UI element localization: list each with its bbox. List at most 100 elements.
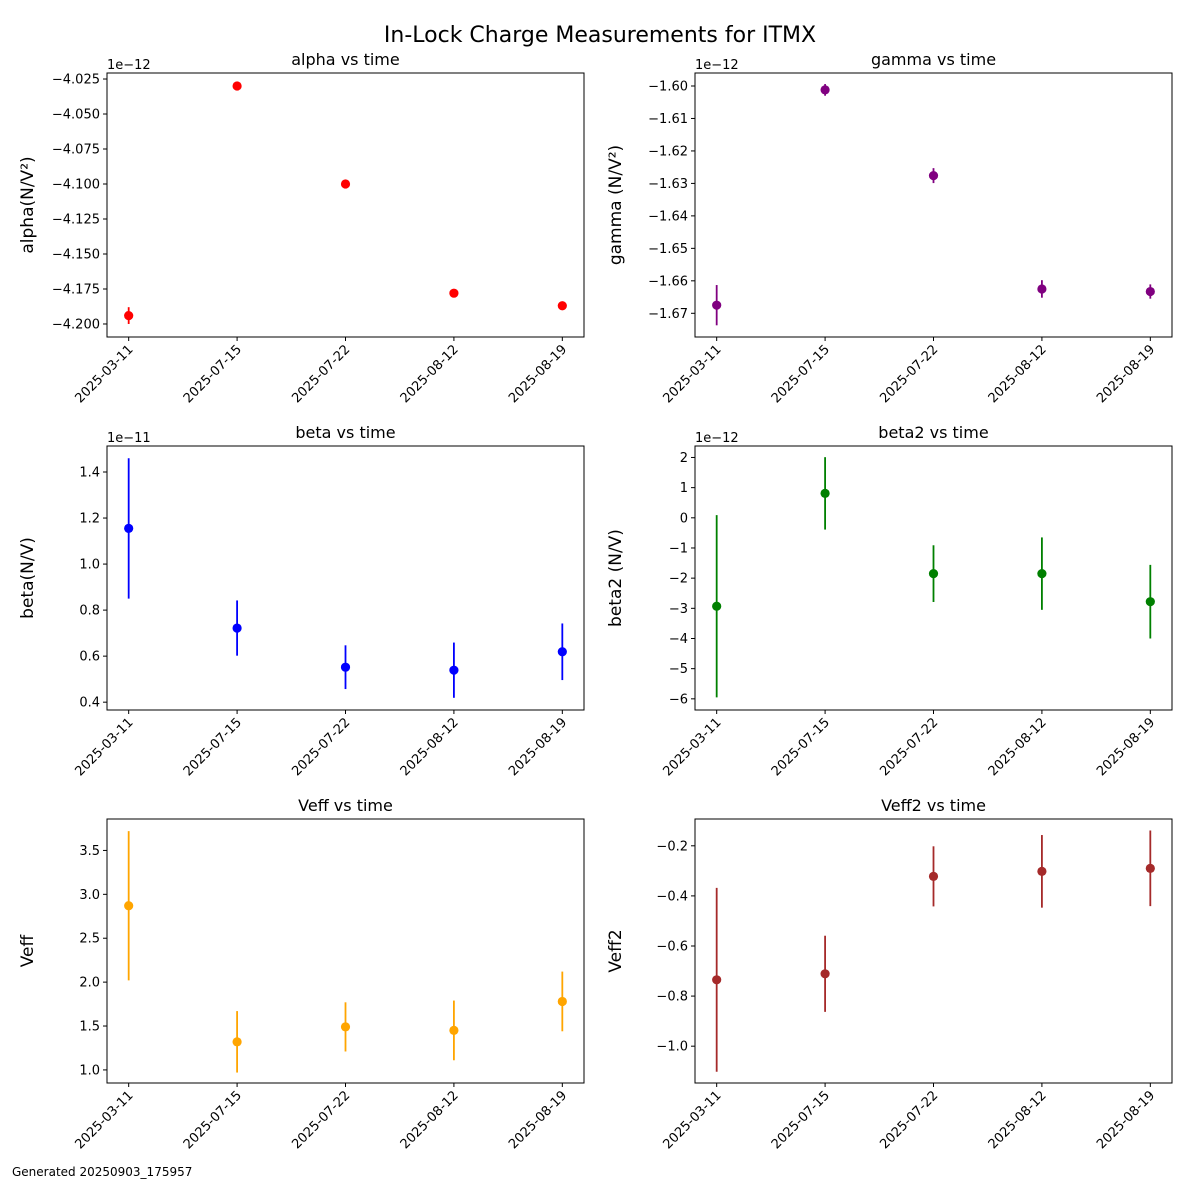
y-tick-label: 1.0 — [79, 558, 100, 573]
data-point — [340, 662, 351, 672]
y-tick-label: −1.60 — [648, 79, 688, 94]
x-tick-label: 2025-08-12 — [398, 1088, 462, 1152]
data-point — [1145, 286, 1155, 297]
x-tick-label: 2025-08-19 — [506, 342, 570, 406]
data-point — [449, 1025, 459, 1036]
y-tick-label: −4 — [669, 632, 688, 647]
x-tick-label: 2025-07-15 — [181, 342, 245, 406]
y-tick-label: 1.4 — [79, 466, 100, 481]
x-tick-label: 2025-03-11 — [660, 342, 724, 406]
panel-beta2: beta2 vs time 1e−12 beta2 (N/V) −6 −5 −4 −3 −2 −… — [606, 423, 1173, 779]
panel-title: alpha vs time — [291, 50, 399, 69]
data-point — [820, 85, 830, 95]
x-tick-label: 2025-07-22 — [289, 342, 353, 406]
x-tick-label: 2025-08-19 — [1094, 715, 1158, 779]
plot-area-frame — [106, 72, 585, 338]
data-point — [232, 623, 242, 633]
x-tick-label: 2025-08-12 — [398, 715, 462, 779]
y-tick-label: −1.65 — [648, 242, 688, 257]
data-point — [712, 601, 722, 611]
x-tick-label: 2025-07-15 — [769, 1088, 833, 1152]
y-tick-label: 3.5 — [79, 844, 100, 859]
data-point — [712, 975, 722, 985]
data-point — [928, 171, 939, 181]
y-axis-label: beta2 (N/V) — [606, 529, 626, 627]
axis-offset-label: 1e−11 — [107, 431, 151, 446]
axis-offset-label: 1e−12 — [695, 58, 739, 73]
data-point — [1037, 569, 1047, 579]
x-tick-label: 2025-03-11 — [72, 715, 136, 779]
panel-beta: beta vs time 1e−11 beta(N/V) 0.4 0.6 0.8 1.0 1.… — [18, 423, 585, 779]
plot-area-frame — [106, 818, 585, 1084]
data-point — [712, 300, 722, 310]
panel-title: Veff2 vs time — [881, 796, 986, 815]
y-tick-label: −1.63 — [648, 177, 688, 192]
panel-title: Veff vs time — [298, 796, 393, 815]
y-tick-label: −4.100 — [52, 178, 100, 193]
axis-offset-label: 1e−12 — [107, 58, 151, 73]
panel-veff: Veff vs time Veff 1.0 1.5 2.0 2.5 3.0 3.5 2025-0… — [18, 796, 585, 1152]
x-tick-label: 2025-03-11 — [660, 715, 724, 779]
x-tick-label: 2025-07-15 — [769, 715, 833, 779]
y-tick-label: −4.175 — [52, 282, 100, 297]
x-tick-label: 2025-08-12 — [986, 715, 1050, 779]
y-tick-label: 0.6 — [79, 650, 100, 665]
y-tick-label: 0 — [680, 511, 688, 526]
data-point — [449, 288, 459, 298]
y-tick-label: −4.025 — [52, 73, 100, 88]
y-tick-label: −3 — [669, 602, 688, 617]
y-tick-label: −4.200 — [52, 317, 100, 332]
x-tick-label: 2025-03-11 — [72, 342, 136, 406]
data-point — [449, 665, 459, 675]
data-point — [124, 310, 134, 321]
y-axis-label: Veff2 — [606, 929, 626, 972]
x-tick-label: 2025-07-22 — [289, 715, 353, 779]
data-point — [820, 488, 830, 498]
x-tick-label: 2025-08-19 — [1094, 342, 1158, 406]
x-tick-label: 2025-07-22 — [877, 715, 941, 779]
y-tick-label: 2.5 — [79, 932, 100, 947]
y-tick-label: −4.050 — [52, 108, 100, 123]
plot-area-frame — [694, 72, 1173, 338]
data-point — [232, 1037, 242, 1047]
panel-title: beta2 vs time — [878, 423, 988, 442]
axis-offset-label: 1e−12 — [695, 431, 739, 446]
y-tick-label: −2 — [669, 572, 688, 587]
y-tick-label: −1 — [669, 541, 688, 556]
x-tick-label: 2025-08-12 — [398, 342, 462, 406]
data-point — [340, 179, 351, 189]
data-point — [557, 301, 567, 311]
y-tick-label: −0.4 — [656, 889, 688, 904]
data-point — [557, 996, 567, 1007]
x-tick-label: 2025-08-12 — [986, 1088, 1050, 1152]
panels: alpha vs time 1e−12 alpha(N/V²) −4.200 −4.17… — [18, 50, 1173, 1152]
y-tick-label: 1.5 — [79, 1020, 100, 1035]
plot-area-frame — [694, 445, 1173, 711]
data-point — [557, 647, 567, 657]
data-point — [124, 901, 134, 911]
y-tick-label: −1.62 — [648, 144, 688, 159]
y-tick-label: −0.2 — [656, 839, 688, 854]
x-tick-label: 2025-07-15 — [181, 715, 245, 779]
y-tick-label: 1.2 — [79, 512, 100, 527]
x-tick-label: 2025-03-11 — [660, 1088, 724, 1152]
data-point — [232, 81, 242, 91]
y-tick-label: −1.61 — [648, 112, 688, 127]
x-tick-label: 2025-08-19 — [1094, 1088, 1158, 1152]
y-tick-label: −6 — [669, 692, 688, 707]
y-tick-label: 2.0 — [79, 976, 100, 991]
y-tick-label: −0.6 — [656, 939, 688, 954]
data-point — [1037, 866, 1047, 876]
y-tick-label: −0.8 — [656, 990, 688, 1005]
y-tick-label: −1.64 — [648, 209, 688, 224]
y-tick-label: −1.67 — [648, 307, 688, 322]
data-point — [928, 871, 939, 881]
data-point — [820, 969, 830, 979]
y-tick-label: 1.0 — [79, 1063, 100, 1078]
generated-footer: Generated 20250903_175957 — [12, 1165, 192, 1179]
y-tick-label: −1.0 — [656, 1040, 688, 1055]
x-tick-label: 2025-07-22 — [289, 1088, 353, 1152]
data-point — [340, 1022, 351, 1032]
data-point — [124, 523, 134, 533]
